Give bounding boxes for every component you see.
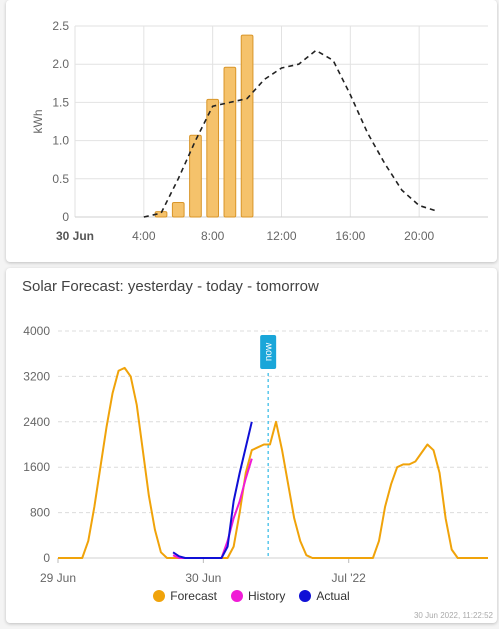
y-tick-label: 2400	[23, 415, 50, 429]
y-tick-label: 1.5	[52, 95, 69, 109]
legend-item-actual[interactable]: Actual	[299, 589, 350, 603]
legend-label-forecast: Forecast	[170, 589, 217, 603]
x-tick-label: 8:00	[201, 229, 225, 243]
chart-legend: Forecast History Actual	[6, 589, 497, 603]
x-tick-label: 4:00	[132, 229, 156, 243]
energy-bar-chart: 0 0.5 1.0 1.5 2.0 2.5 30 Jun 4:00 8:00 12:00 16:00…	[31, 19, 488, 243]
bar	[206, 98, 220, 218]
bar	[223, 66, 237, 218]
legend-dot-forecast	[153, 590, 166, 602]
legend-dot-history	[230, 590, 243, 602]
x-tick-label: 12:00	[266, 229, 296, 243]
y-tick-label: 0.5	[52, 172, 69, 186]
y-tick-label: 0	[43, 551, 50, 565]
x-tick-label: 30 Jun	[185, 571, 221, 585]
now-marker-label: now	[264, 342, 275, 361]
y-tick-label: 1.0	[52, 134, 69, 148]
legend-dot-actual	[299, 590, 312, 602]
x-tick-label: Jul '22	[332, 571, 367, 585]
x-tick-label: 20:00	[404, 229, 434, 243]
y-tick-label: 2.0	[52, 57, 69, 71]
legend-item-forecast[interactable]: Forecast	[153, 589, 217, 603]
chart-title: Solar Forecast: yesterday - today - tomo…	[22, 278, 319, 295]
legend-label-actual: Actual	[316, 589, 350, 603]
solar-forecast-card: Solar Forecast: yesterday - today - tomo…	[6, 268, 497, 623]
series-line-forecast	[58, 366, 488, 559]
y-tick-label: 2.5	[52, 19, 69, 33]
bar	[240, 34, 254, 218]
y-tick-label: 0	[62, 210, 69, 224]
legend-label-history: History	[247, 589, 286, 603]
y-tick-label: 800	[30, 506, 50, 520]
chart-credit: 30 Jun 2022, 11:22:52	[413, 611, 493, 620]
bar	[189, 134, 202, 218]
now-marker-badge	[260, 335, 277, 369]
bar	[171, 201, 185, 218]
x-tick-label: 29 Jun	[40, 571, 76, 585]
forecast-dashed-line	[143, 49, 437, 218]
y-tick-label: 4000	[23, 324, 50, 338]
legend-item-history[interactable]: History	[230, 589, 286, 603]
energy-chart-card: 0 0.5 1.0 1.5 2.0 2.5 30 Jun 4:00 8:00 12:00 16:00…	[6, 0, 497, 262]
y-tick-label: 3200	[23, 369, 50, 383]
y-axis-label: kWh	[31, 110, 45, 134]
x-tick-label: 30 Jun	[56, 229, 94, 243]
y-tick-label: 1600	[23, 460, 50, 474]
x-tick-label: 16:00	[335, 229, 365, 243]
series-line-actual	[172, 421, 253, 559]
solar-forecast-chart: 0 800 1600 2400 3200 4000 29 Jun 30 Jun Jul '22 n…	[23, 324, 488, 585]
